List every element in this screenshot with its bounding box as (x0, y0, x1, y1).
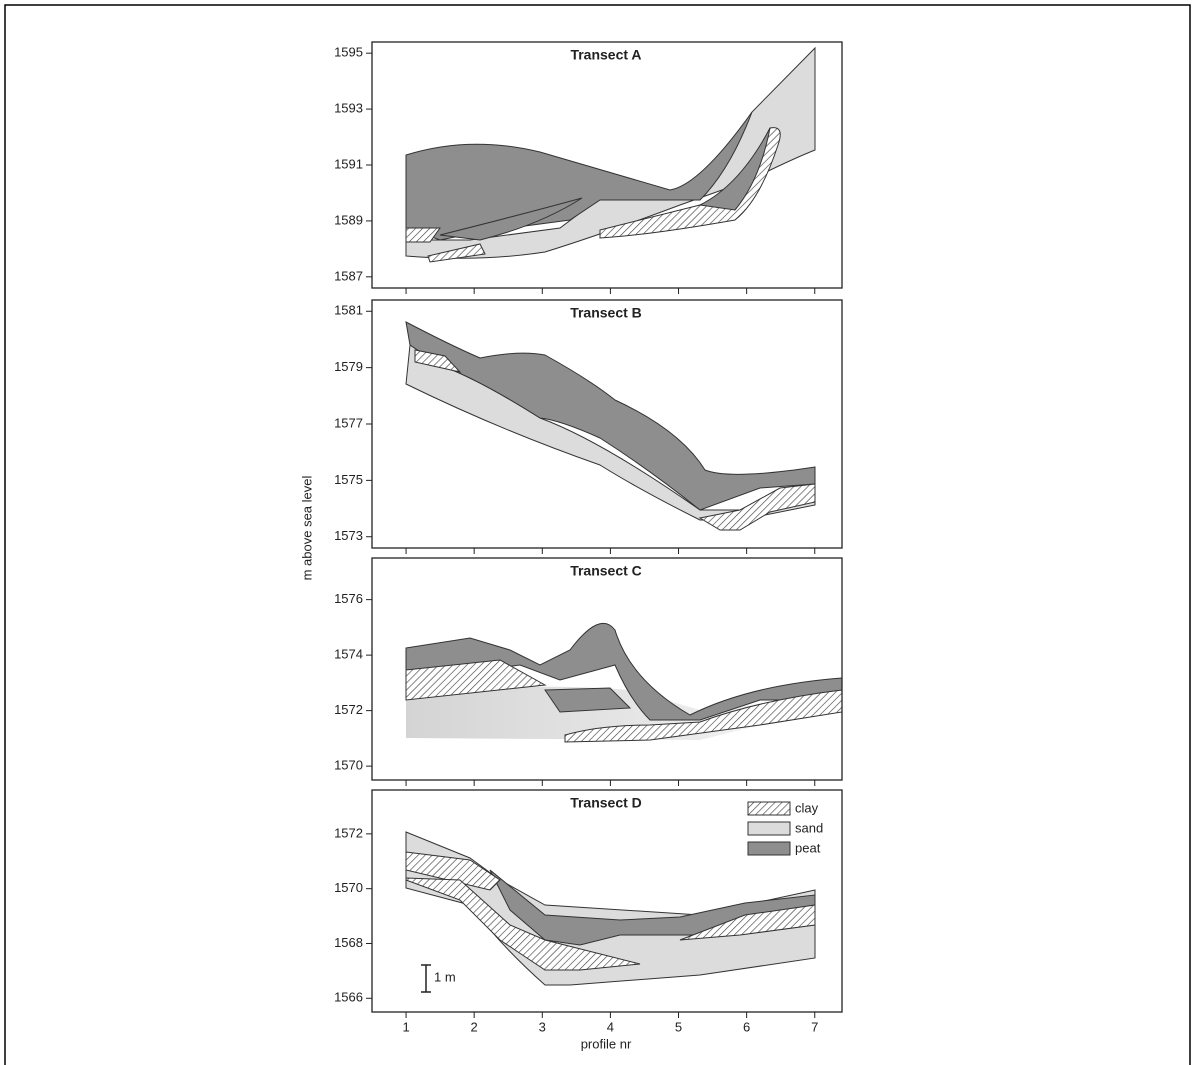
y-tick-label: 1572 (334, 702, 363, 717)
y-tick-label: 1576 (334, 591, 363, 606)
panel-title: Transect D (570, 795, 642, 811)
legend-swatch (747, 821, 791, 836)
y-tick-label: 1577 (334, 415, 363, 430)
y-tick-label: 1574 (334, 647, 363, 662)
x-tick-label: 1 (402, 1019, 409, 1034)
y-tick-label: 1589 (334, 212, 363, 227)
x-tick-label: 5 (675, 1019, 682, 1034)
panel-title: Transect A (570, 47, 641, 63)
x-tick-label: 3 (539, 1019, 546, 1034)
y-tick-label: 1587 (334, 268, 363, 283)
y-tick-label: 1593 (334, 101, 363, 116)
x-tick-label: 7 (811, 1019, 818, 1034)
x-tick-label: 4 (607, 1019, 614, 1034)
legend: clay sand peat (747, 800, 823, 856)
y-tick-label: 1572 (334, 825, 363, 840)
panel-frame (371, 557, 843, 781)
y-axis-label: m above sea level (299, 475, 314, 580)
legend-swatch (747, 801, 791, 816)
y-tick-label: 1575 (334, 472, 363, 487)
y-tick-label: 1573 (334, 528, 363, 543)
legend-label: clay (795, 800, 819, 815)
scale-label: 1 m (434, 969, 456, 984)
legend-label: sand (795, 820, 823, 835)
y-tick-label: 1570 (334, 880, 363, 895)
y-tick-label: 1570 (334, 758, 363, 773)
y-tick-label: 1566 (334, 990, 363, 1005)
panel-title: Transect B (570, 305, 642, 321)
layers-d (405, 831, 816, 986)
x-tick-label: 6 (743, 1019, 750, 1034)
y-tick-label: 1568 (334, 935, 363, 950)
scale-bar (421, 964, 431, 993)
y-tick-label: 1595 (334, 45, 363, 60)
layers-c (405, 622, 843, 743)
x-tick-label: 2 (471, 1019, 478, 1034)
layers-a (405, 46, 816, 263)
frame (4, 4, 1191, 1065)
panel-frame (371, 789, 843, 1013)
y-tick-label: 1591 (334, 156, 363, 171)
x-axis-label: profile nr (581, 1036, 632, 1051)
y-tick-label: 1579 (334, 359, 363, 374)
legend-label: peat (795, 840, 821, 855)
layers-b (405, 321, 816, 531)
legend-swatch (747, 841, 791, 856)
y-tick-label: 1581 (334, 303, 363, 318)
panel-title: Transect C (570, 563, 642, 579)
